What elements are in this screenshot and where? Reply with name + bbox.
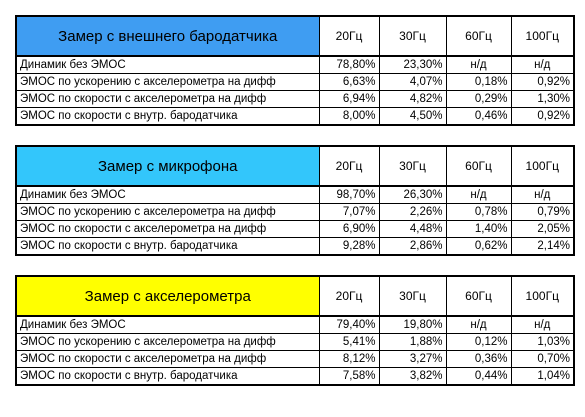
header-row: Замер с акселерометра 20Гц 30Гц 60Гц 100Гц [15,275,575,317]
cell-value: 4,50% [378,107,447,126]
data-row: ЭМОС по скорости с внутр. бародатчика 8,0… [15,107,575,126]
cell-value: 0,62% [445,237,512,256]
data-row: Динамик без ЭМОС 98,70% 26,30% н/д н/д [15,185,575,204]
cell-value: 23,30% [378,55,447,74]
row-label: Динамик без ЭМОС [15,185,320,204]
column-header: 100Гц [510,145,575,187]
cell-value: 7,07% [318,203,380,221]
cell-value: 3,27% [378,350,447,368]
cell-value: 4,48% [378,220,447,238]
header-row: Замер с внешнего бародатчика 20Гц 30Гц 60Гц… [15,15,575,57]
table-title: Замер с микрофона [15,145,320,187]
row-label: ЭМОС по ускорению с акселерометра на диф… [15,203,320,221]
cell-value: 19,80% [378,315,447,334]
cell-value: 7,58% [318,367,380,386]
cell-value: 0,79% [510,203,575,221]
column-header: 30Гц [378,15,447,57]
table-title: Замер с внешнего бародатчика [15,15,320,57]
data-table: Замер с акселерометра 20Гц 30Гц 60Гц 100Гц Ди… [15,275,575,386]
cell-value: 0,46% [445,107,512,126]
cell-value: 0,44% [445,367,512,386]
cell-value: 1,30% [510,90,575,108]
cell-value: 3,82% [378,367,447,386]
cell-value: 0,78% [445,203,512,221]
cell-value: 0,92% [510,73,575,91]
data-row: ЭМОС по ускорению с акселерометра на диф… [15,73,575,91]
cell-value: н/д [510,185,575,204]
cell-value: 6,90% [318,220,380,238]
cell-value: 8,12% [318,350,380,368]
cell-value: 26,30% [378,185,447,204]
row-label: Динамик без ЭМОС [15,315,320,334]
cell-value: 0,29% [445,90,512,108]
cell-value: 78,80% [318,55,380,74]
cell-value: н/д [445,55,512,74]
cell-value: 6,63% [318,73,380,91]
data-row: Динамик без ЭМОС 79,40% 19,80% н/д н/д [15,315,575,334]
row-label: ЭМОС по скорости с акселерометра на дифф [15,350,320,368]
data-row: ЭМОС по скорости с акселерометра на дифф… [15,90,575,108]
column-header: 100Гц [510,15,575,57]
data-row: ЭМОС по скорости с внутр. бародатчика 9,2… [15,237,575,256]
cell-value: 0,18% [445,73,512,91]
cell-value: 0,12% [445,333,512,351]
cell-value: н/д [445,185,512,204]
data-row: ЭМОС по скорости с акселерометра на дифф… [15,220,575,238]
column-header: 60Гц [445,145,512,187]
cell-value: 5,41% [318,333,380,351]
cell-value: 4,07% [378,73,447,91]
row-label: ЭМОС по ускорению с акселерометра на диф… [15,333,320,351]
cell-value: 2,14% [510,237,575,256]
row-label: ЭМОС по скорости с внутр. бародатчика [15,107,320,126]
header-row: Замер с микрофона 20Гц 30Гц 60Гц 100Гц [15,145,575,187]
data-table: Замер с внешнего бародатчика 20Гц 30Гц 60Гц… [15,15,575,126]
cell-value: 1,88% [378,333,447,351]
table-title: Замер с акселерометра [15,275,320,317]
column-header: 20Гц [318,145,380,187]
column-header: 60Гц [445,275,512,317]
cell-value: 0,70% [510,350,575,368]
cell-value: 1,40% [445,220,512,238]
cell-value: 6,94% [318,90,380,108]
column-header: 30Гц [378,275,447,317]
row-label: Динамик без ЭМОС [15,55,320,74]
row-label: ЭМОС по ускорению с акселерометра на диф… [15,73,320,91]
cell-value: 4,82% [378,90,447,108]
row-label: ЭМОС по скорости с внутр. бародатчика [15,367,320,386]
column-header: 30Гц [378,145,447,187]
data-row: ЭМОС по ускорению с акселерометра на диф… [15,333,575,351]
column-header: 60Гц [445,15,512,57]
cell-value: 79,40% [318,315,380,334]
data-row: Динамик без ЭМОС 78,80% 23,30% н/д н/д [15,55,575,74]
row-label: ЭМОС по скорости с внутр. бародатчика [15,237,320,256]
cell-value: 0,92% [510,107,575,126]
column-header: 20Гц [318,275,380,317]
cell-value: н/д [510,315,575,334]
data-table: Замер с микрофона 20Гц 30Гц 60Гц 100Гц Динами… [15,145,575,256]
data-row: ЭМОС по скорости с акселерометра на дифф… [15,350,575,368]
cell-value: н/д [510,55,575,74]
cell-value: 2,86% [378,237,447,256]
cell-value: 1,04% [510,367,575,386]
column-header: 100Гц [510,275,575,317]
row-label: ЭМОС по скорости с акселерометра на дифф [15,220,320,238]
cell-value: 9,28% [318,237,380,256]
row-label: ЭМОС по скорости с акселерометра на дифф [15,90,320,108]
cell-value: 2,05% [510,220,575,238]
data-row: ЭМОС по скорости с внутр. бародатчика 7,5… [15,367,575,386]
data-row: ЭМОС по ускорению с акселерометра на диф… [15,203,575,221]
cell-value: 8,00% [318,107,380,126]
cell-value: 2,26% [378,203,447,221]
cell-value: н/д [445,315,512,334]
cell-value: 0,36% [445,350,512,368]
cell-value: 1,03% [510,333,575,351]
cell-value: 98,70% [318,185,380,204]
column-header: 20Гц [318,15,380,57]
